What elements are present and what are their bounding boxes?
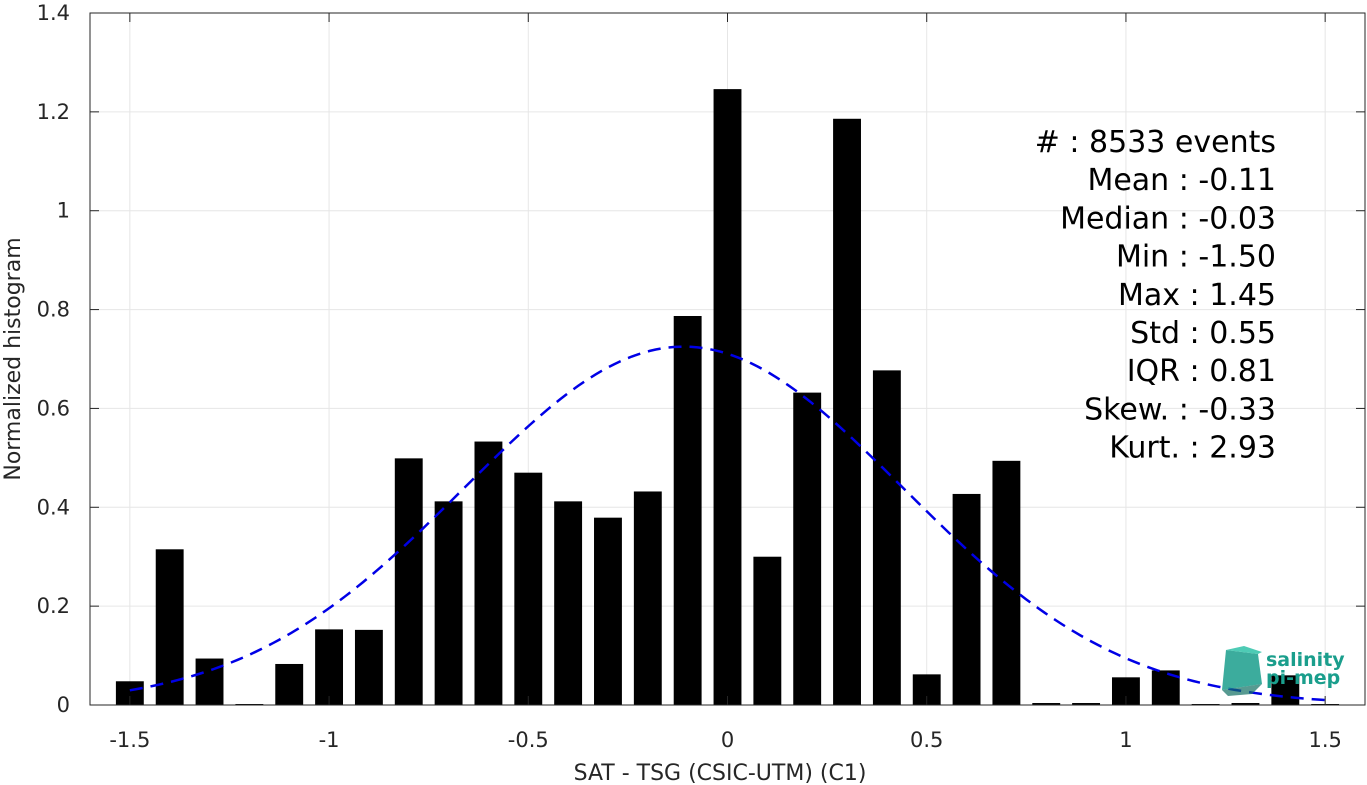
histogram-bar [434,501,463,705]
x-tick-label: 0 [721,728,734,752]
y-tick-label: 0.2 [37,594,70,618]
histogram-bar [872,370,901,705]
y-tick-label: 1.2 [37,100,70,124]
histogram-bar [753,556,782,705]
histogram-bar [952,493,981,705]
stat-line: Min : -1.50 [1116,240,1276,275]
y-tick-label: 0 [57,693,70,717]
x-tick-label: -1.5 [109,728,150,752]
histogram-bar [833,118,861,705]
y-tick-label: 1 [57,199,70,223]
histogram-bar [793,392,822,705]
stat-line: # : 8533 events [1035,125,1276,160]
stat-line: Max : 1.45 [1118,278,1276,313]
y-tick-label: 0.6 [37,396,70,420]
histogram-bar [554,501,583,705]
histogram-bar [195,658,224,705]
histogram-bar [673,315,702,705]
y-ticks: 0 0.2 0.4 0.6 0.8 1 1.2 1.4 [37,1,1365,717]
gaussian-fit-line [129,345,1326,702]
histogram-bar [275,663,304,705]
x-tick-label: -0.5 [508,728,549,752]
stat-line: Mean : -0.11 [1087,163,1276,198]
x-tick-label: -1 [319,728,340,752]
logo-mark-icon [1222,646,1262,696]
stat-line: Skew. : -0.33 [1084,392,1276,427]
x-tick-label: 1.5 [1308,728,1341,752]
histogram-bar [315,629,344,705]
histogram-bar [713,89,742,706]
histogram-bar [633,491,662,705]
logo-text-line1: salinity [1266,649,1345,671]
histogram-bar [1072,703,1101,705]
histogram-bar [1271,675,1300,705]
histogram-bar [594,517,622,705]
y-tick-label: 0.4 [37,495,70,519]
stat-line: Median : -0.03 [1060,201,1276,236]
y-tick-label: 0.8 [37,298,70,322]
histogram-bar [354,629,383,705]
histogram-bar [474,441,503,705]
stat-line: Kurt. : 2.93 [1109,431,1276,466]
bars [115,89,1340,706]
logo-text-line2: pi-mep [1266,667,1340,689]
histogram-bar [115,681,144,705]
histogram-bar [514,472,543,705]
x-ticks: -1.5 -1 -0.5 0 0.5 1 1.5 [109,13,1342,752]
histogram-bar [1231,703,1260,705]
x-tick-label: 1 [1119,728,1132,752]
x-tick-label: 0.5 [910,728,943,752]
histogram-bar [394,458,423,705]
stat-line: Std : 0.55 [1130,316,1276,351]
histogram-bar [155,549,184,705]
histogram-bar [1032,703,1061,705]
stat-line: IQR : 0.81 [1127,354,1276,389]
salinity-pi-mep-logo: salinity pi-mep [1222,646,1345,696]
y-tick-label: 1.4 [37,1,70,25]
y-axis-label: Normalized histogram [1,237,26,480]
x-axis-label: SAT - TSG (CSIC-UTM) (C1) [574,761,867,785]
